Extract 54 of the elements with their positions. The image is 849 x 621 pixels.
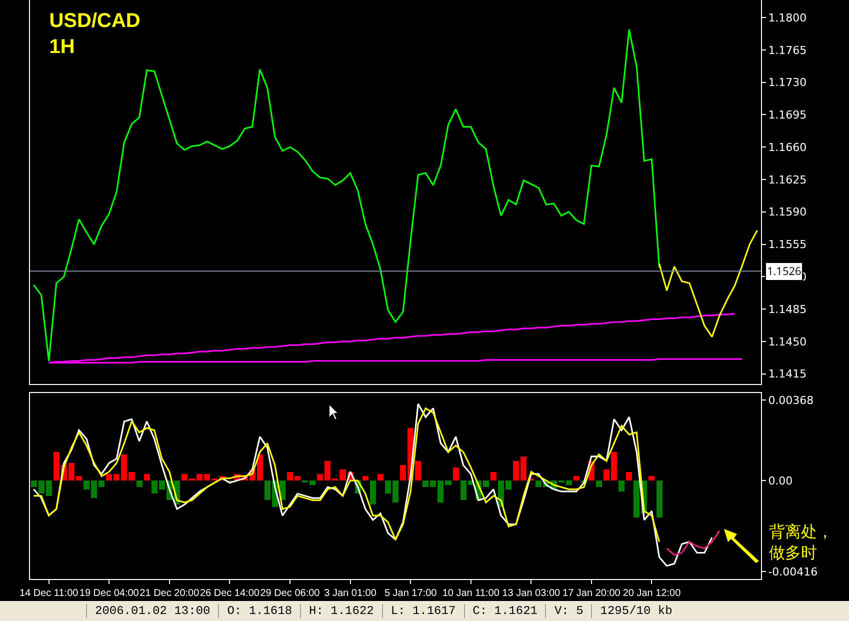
text: H: 1.1622 — [300, 604, 382, 618]
y-tick-label: 1.1415 — [768, 368, 807, 381]
text: 背离处，做多时 — [769, 522, 833, 562]
y-tick-label: 1.1485 — [768, 302, 807, 316]
x-tick-label: 17 Jan 20:00 — [562, 588, 621, 599]
bar — [656, 480, 662, 518]
bar — [626, 472, 632, 481]
bar — [362, 476, 368, 481]
bar — [377, 474, 384, 481]
bar — [573, 476, 580, 481]
y-tick-label: 1.1730 — [768, 76, 807, 90]
text: 2006.01.02 13:00 — [86, 604, 218, 618]
y-tick-label: 1.1660 — [768, 140, 807, 154]
text: USD/CAD — [49, 10, 140, 32]
x-tick-label: 26 Dec 14:00 — [200, 588, 260, 599]
line-series — [666, 530, 720, 556]
bar — [596, 480, 602, 488]
bar — [648, 476, 655, 481]
text: C: 1.1621 — [464, 604, 546, 618]
x-tick-label: 20 Jan 12:00 — [622, 588, 682, 599]
text: O: 1.1618 — [218, 604, 300, 618]
x-tick-label: 5 Jan 17:00 — [384, 588, 438, 599]
text: L: 1.1617 — [382, 604, 464, 618]
y-tick-label: 1.1590 — [768, 206, 807, 219]
x-tick-label: 10 Jan 11:00 — [442, 588, 500, 599]
y-tick-label: 1.1450 — [768, 335, 807, 348]
text: V: 5 — [545, 604, 592, 618]
bar — [452, 467, 459, 481]
x-tick-label: 3 Jan 01:00 — [324, 588, 377, 599]
line-series — [658, 230, 758, 338]
text: 1295/10 kb — [591, 604, 680, 618]
ref-line-label: 1.1526 — [767, 264, 802, 279]
bar — [490, 472, 496, 481]
y-tick-label: 1.1800 — [768, 11, 807, 24]
bar — [136, 480, 142, 488]
y-tick-label: 1.1695 — [768, 108, 807, 122]
y-tick-label: -0.00416 — [768, 565, 818, 578]
y-tick-label: 1.1765 — [768, 44, 807, 57]
x-tick-label: 19 Dec 04:00 — [79, 588, 140, 599]
x-tick-label: 21 Dec 20:00 — [140, 588, 200, 599]
line-series — [32, 408, 660, 543]
bar — [618, 480, 625, 492]
y-tick-label: 1.1625 — [768, 173, 807, 186]
y-tick-label: 0.00368 — [768, 394, 814, 407]
line-series — [32, 28, 660, 362]
x-tick-label: 14 Dec 11:00 — [19, 588, 79, 599]
x-tick-label: 13 Jan 03:00 — [502, 588, 560, 599]
line-series — [32, 403, 713, 567]
x-tick-label: 29 Dec 06:00 — [260, 588, 320, 599]
y-tick-label: 0.00 — [768, 474, 793, 488]
y-tick-label: 1.1555 — [768, 238, 807, 252]
bar — [370, 480, 376, 505]
bar — [144, 474, 150, 481]
text: 1H — [49, 36, 75, 58]
